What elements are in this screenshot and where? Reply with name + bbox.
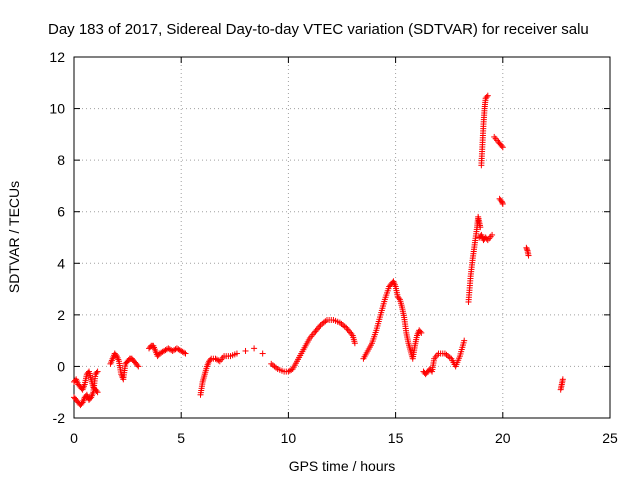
y-tick-label: 4 <box>57 255 65 271</box>
data-point <box>87 395 94 402</box>
data-point <box>233 350 240 357</box>
data-point <box>207 356 214 363</box>
data-point <box>498 142 505 149</box>
y-tick-label: 6 <box>57 204 65 220</box>
x-tick-label: 0 <box>70 430 78 446</box>
chart-title: Day 183 of 2017, Sidereal Day-to-day VTE… <box>48 21 589 38</box>
y-tick-label: 12 <box>49 49 65 65</box>
data-point <box>93 387 100 394</box>
x-axis-title: GPS time / hours <box>289 458 396 474</box>
y-tick-label: 8 <box>57 152 65 168</box>
data-point <box>499 144 506 151</box>
data-point <box>134 362 141 369</box>
data-point <box>498 198 505 205</box>
data-point <box>78 400 85 407</box>
data-point <box>112 351 119 358</box>
data-point <box>523 246 530 253</box>
data-point <box>181 349 188 356</box>
y-tick-label: -2 <box>53 410 66 426</box>
x-tick-label: 20 <box>495 430 511 446</box>
data-point <box>94 368 101 375</box>
grid <box>74 57 610 418</box>
data-point <box>525 252 532 259</box>
data-point <box>559 376 566 383</box>
x-tick-label: 10 <box>281 430 297 446</box>
data-point <box>489 231 496 238</box>
x-tick-label: 5 <box>177 430 185 446</box>
data-point <box>182 350 189 357</box>
data-point <box>417 328 424 335</box>
y-tick-label: 10 <box>49 101 65 117</box>
data-point <box>351 340 358 347</box>
data-point <box>395 295 402 302</box>
y-tick-label: 2 <box>57 307 65 323</box>
x-tick-label: 15 <box>388 430 404 446</box>
y-tick-label: 0 <box>57 358 65 374</box>
data-point <box>93 369 100 376</box>
data-point <box>418 329 425 336</box>
data-point <box>484 92 491 99</box>
plot-frame <box>73 56 611 419</box>
data-point <box>135 363 142 370</box>
data-point <box>288 366 295 373</box>
data-point <box>259 350 266 357</box>
data-point <box>215 357 222 364</box>
data-points <box>71 92 566 409</box>
data-point <box>242 347 249 354</box>
data-point <box>461 337 468 344</box>
data-point <box>427 367 434 374</box>
data-point <box>499 199 506 206</box>
data-point <box>477 224 484 231</box>
x-tick-label: 25 <box>602 430 618 446</box>
data-point <box>499 200 506 207</box>
data-point <box>523 244 530 251</box>
data-point <box>483 93 490 100</box>
y-axis-title: SDTVAR / TECUs <box>6 181 22 293</box>
data-point <box>251 345 258 352</box>
